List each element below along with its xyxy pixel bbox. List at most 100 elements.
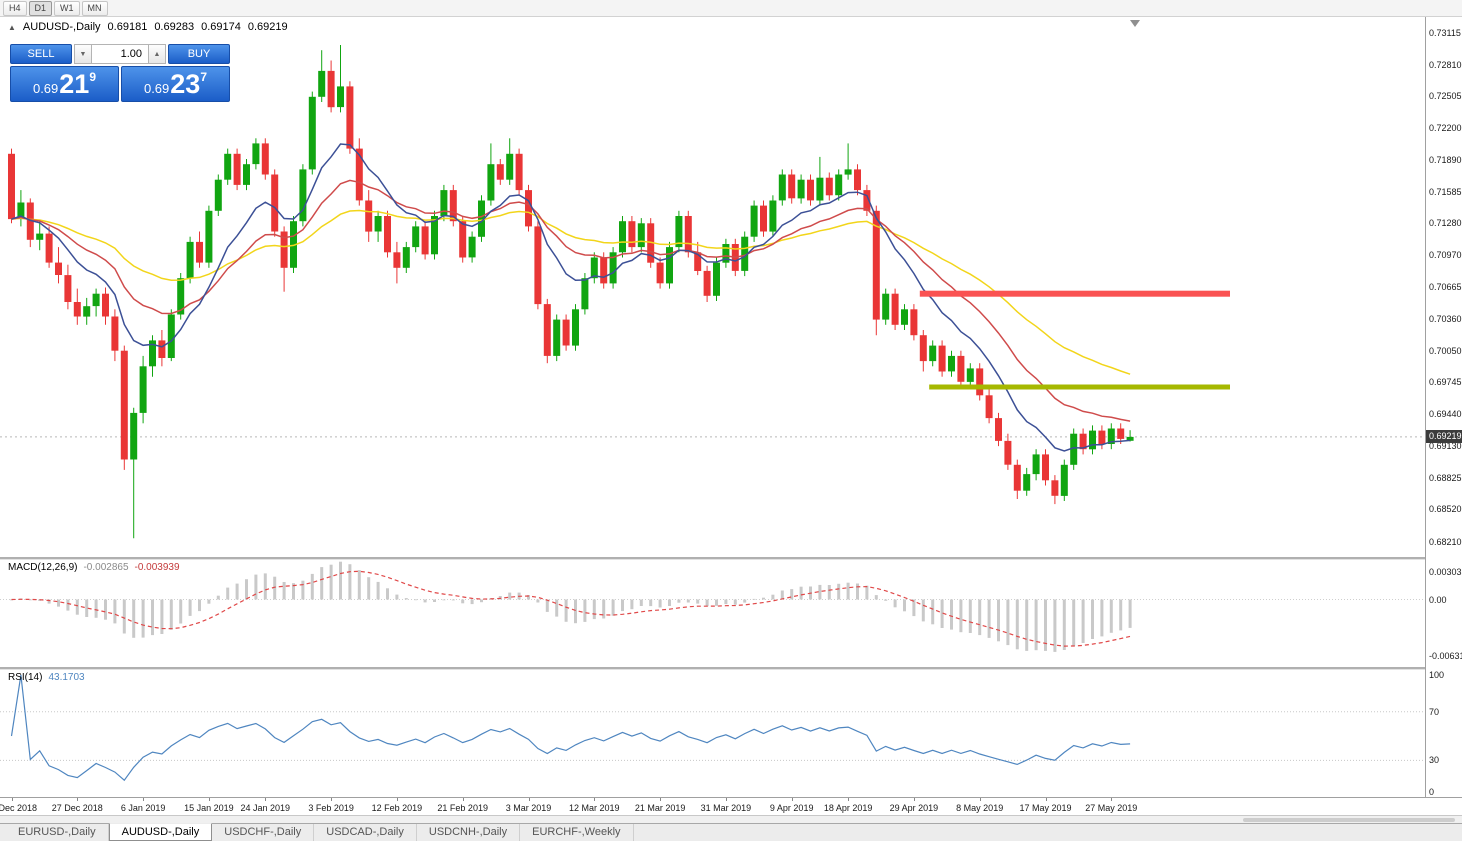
- chart-title-bar: ▲ AUDUSD-,Daily 0.69181 0.69283 0.69174 …: [8, 21, 288, 33]
- candle: [741, 236, 749, 271]
- date-tick: [848, 798, 850, 801]
- date-tick: [77, 798, 79, 801]
- date-label: 21 Mar 2019: [634, 803, 686, 813]
- candle: [929, 345, 937, 362]
- candle: [64, 275, 72, 302]
- candle: [83, 306, 91, 317]
- macd-label: MACD(12,26,9): [8, 562, 78, 573]
- price-chart-svg[interactable]: [0, 17, 1425, 557]
- candle: [196, 241, 203, 263]
- date-tick: [265, 798, 267, 801]
- candle: [835, 174, 843, 196]
- timeframe-button-D1[interactable]: D1: [28, 0, 53, 16]
- date-label: 15 Jan 2019: [184, 803, 234, 813]
- candle: [459, 221, 467, 258]
- axis-label: 0.70970: [1429, 250, 1462, 261]
- chart-shift-marker[interactable]: [1130, 20, 1140, 27]
- candle: [910, 309, 918, 336]
- candle: [487, 164, 495, 201]
- candle: [722, 244, 730, 263]
- candle: [92, 293, 100, 307]
- candle: [233, 153, 241, 185]
- candle: [149, 340, 156, 367]
- ohlc-close: 0.69219: [247, 21, 288, 33]
- candle: [346, 86, 354, 149]
- candle: [365, 200, 373, 232]
- candle: [1070, 433, 1078, 465]
- rsi-chart-svg[interactable]: [0, 669, 1425, 797]
- macd-header: MACD(12,26,9) -0.002865 -0.003939: [8, 562, 180, 573]
- buy-price-button[interactable]: 0.69 23 7: [121, 66, 230, 102]
- macd-chart-svg[interactable]: [0, 559, 1425, 667]
- candle: [628, 221, 636, 248]
- candle: [214, 179, 222, 211]
- one-click-panel-toggle-icon[interactable]: ▲: [8, 22, 16, 32]
- volume-increase-button[interactable]: ▲: [148, 44, 166, 64]
- candle: [703, 270, 711, 296]
- candle: [863, 190, 871, 211]
- axis-label: -0.00631: [1429, 651, 1462, 662]
- date-tick: [979, 798, 981, 801]
- pane-separator[interactable]: [0, 557, 1462, 560]
- date-tick: [396, 798, 398, 801]
- candle: [1117, 428, 1125, 439]
- candle: [449, 190, 457, 222]
- volume-decrease-button[interactable]: ▼: [74, 44, 92, 64]
- candle: [243, 164, 250, 185]
- resistance-line[interactable]: [919, 290, 1230, 297]
- chart-tab-USDCAD[interactable]: USDCAD-,Daily: [314, 824, 417, 841]
- price-pane[interactable]: [0, 17, 1425, 557]
- candle: [901, 309, 908, 325]
- candle: [102, 293, 109, 317]
- axis-label: 0.69130: [1429, 441, 1462, 452]
- candle: [1051, 480, 1059, 496]
- candle: [1089, 430, 1096, 450]
- candle: [807, 179, 814, 201]
- candle: [355, 148, 363, 201]
- axis-label: 0.68825: [1429, 472, 1462, 483]
- candle: [120, 350, 128, 460]
- candle: [694, 252, 702, 271]
- axis-label: 0.72810: [1429, 59, 1462, 70]
- pane-separator[interactable]: [0, 667, 1462, 670]
- candle: [769, 200, 777, 232]
- chart-tab-USDCNH[interactable]: USDCNH-,Daily: [417, 824, 521, 841]
- date-tick: [1045, 798, 1047, 801]
- chart-tab-EURCHF[interactable]: EURCHF-,Weekly: [520, 824, 634, 841]
- candle: [384, 216, 391, 253]
- axis-label: 0.68520: [1429, 504, 1462, 515]
- support-line[interactable]: [929, 384, 1230, 390]
- sell-price-button[interactable]: 0.69 21 9: [10, 66, 119, 102]
- candle: [177, 278, 185, 315]
- timeframe-button-H4[interactable]: H4: [3, 0, 27, 16]
- timeframe-button-MN[interactable]: MN: [81, 0, 108, 16]
- rsi-pane[interactable]: [0, 669, 1425, 797]
- candle: [1107, 428, 1115, 444]
- date-label: 29 Apr 2019: [889, 803, 939, 813]
- candle: [957, 355, 965, 382]
- candle: [543, 304, 551, 356]
- candle: [374, 216, 382, 232]
- sell-button[interactable]: SELL: [10, 44, 72, 64]
- macd-pane[interactable]: [0, 559, 1425, 667]
- candle: [1060, 464, 1068, 496]
- candle: [478, 200, 485, 237]
- candle: [891, 293, 899, 325]
- date-label: 24 Jan 2019: [240, 803, 291, 813]
- axis-label: 0.70665: [1429, 282, 1462, 292]
- horizontal-scrollbar[interactable]: [0, 815, 1462, 823]
- timeframe-toolbar: H4 D1 W1 MN: [0, 0, 1462, 17]
- axis-label: 0.71890: [1429, 155, 1462, 165]
- chart-tab-AUDUSD[interactable]: AUDUSD-,Daily: [108, 823, 213, 841]
- date-tick: [725, 798, 727, 801]
- chart-tab-USDCHF[interactable]: USDCHF-,Daily: [212, 824, 315, 841]
- scrollbar-thumb[interactable]: [1243, 818, 1455, 822]
- candle: [844, 169, 852, 175]
- chart-tab-EURUSD[interactable]: EURUSD-,Daily: [6, 824, 109, 841]
- candles: [8, 45, 1134, 539]
- buy-button[interactable]: BUY: [168, 44, 230, 64]
- candle: [553, 319, 561, 356]
- candle: [966, 368, 974, 382]
- volume-input[interactable]: 1.00: [92, 44, 148, 64]
- timeframe-button-W1[interactable]: W1: [54, 0, 80, 16]
